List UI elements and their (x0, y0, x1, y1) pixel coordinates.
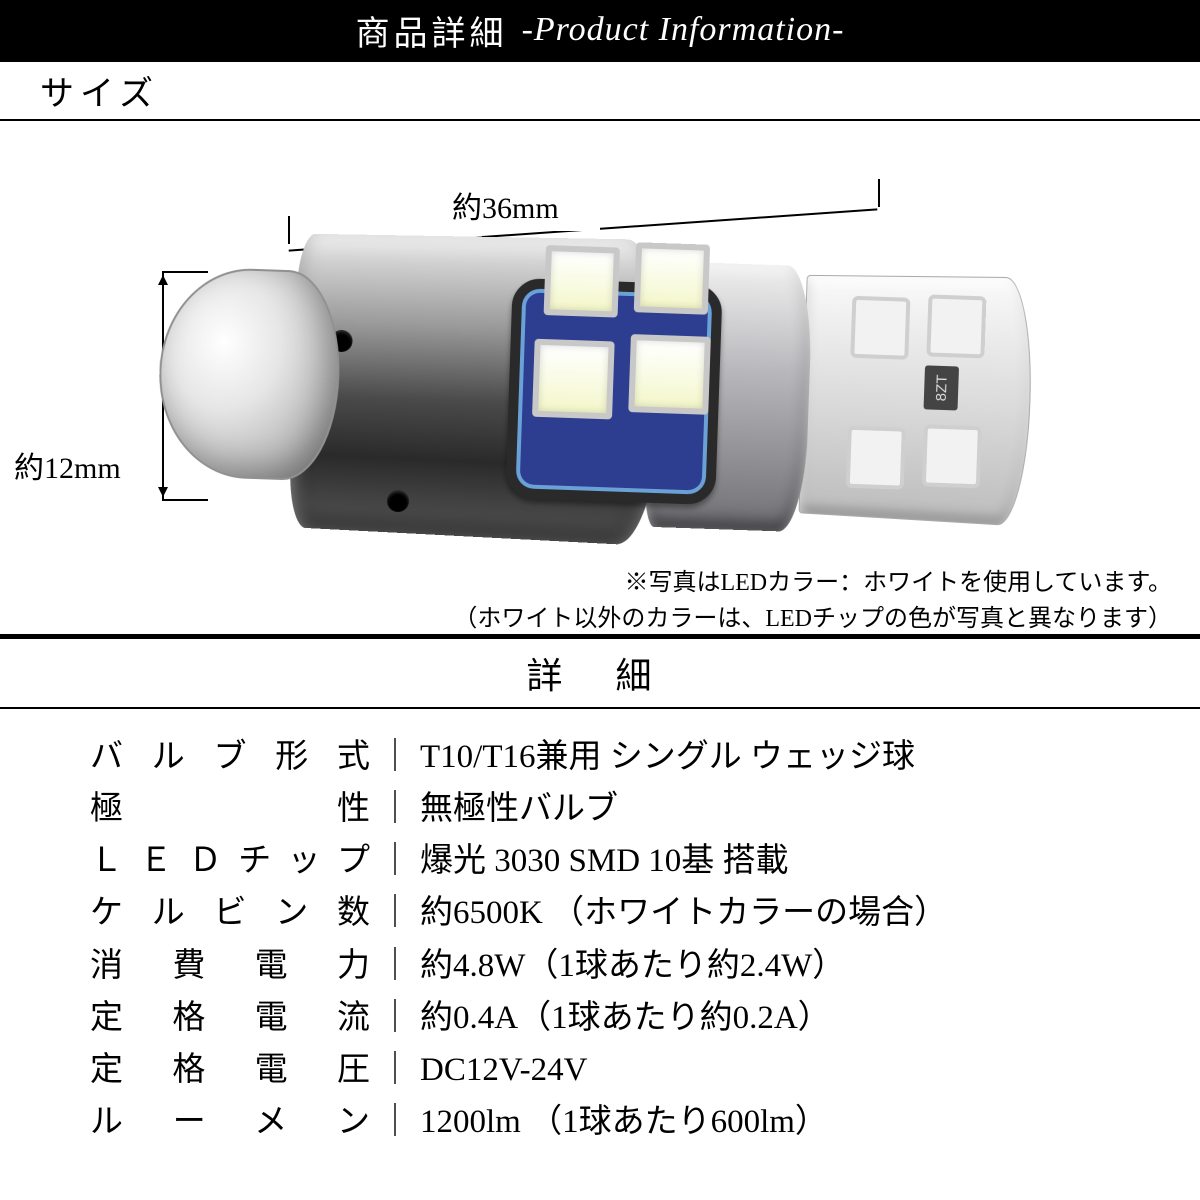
spec-label: ルーメン (90, 1096, 370, 1148)
spec-separator: ｜ (370, 887, 420, 939)
spec-row: 定格電圧｜DC12V-24V (90, 1044, 1150, 1096)
spec-label: ＬＥＤチップ (90, 835, 370, 887)
spec-label: 定格電流 (90, 992, 370, 1044)
base-contact (846, 426, 906, 490)
diameter-dimension: 約12mm (14, 443, 121, 487)
led-bulb-graphic: 8ZT (153, 146, 1046, 576)
spec-row: バルブ形式｜T10/T16兼用 シングル ウェッジ球 (90, 731, 1150, 783)
pcb-marking: 8ZT (924, 365, 960, 410)
spec-label: 極性 (90, 783, 370, 835)
spec-value: 無極性バルブ (420, 783, 1150, 835)
spec-value: DC12V-24V (420, 1044, 1150, 1096)
size-heading: サイズ (0, 62, 1200, 121)
header-jp: 商品詳細 (356, 6, 508, 55)
base-contact (926, 294, 986, 358)
spec-row: ＬＥＤチップ｜爆光 3030 SMD 10基 搭載 (90, 835, 1150, 887)
header-en: -Product Information- (522, 11, 845, 49)
spec-label: バルブ形式 (90, 731, 370, 783)
spec-value: 約4.8W（1球あたり約2.4W） (420, 940, 1150, 992)
smd-chip (544, 245, 620, 318)
spec-row: ケルビン数｜約6500K （ホワイトカラーの場合） (90, 887, 1150, 939)
smd-chip (634, 242, 710, 315)
spec-separator: ｜ (370, 1044, 420, 1096)
spec-separator: ｜ (370, 783, 420, 835)
spec-separator: ｜ (370, 1096, 420, 1148)
base-contact (922, 424, 982, 488)
spec-separator: ｜ (370, 992, 420, 1044)
spec-separator: ｜ (370, 835, 420, 887)
spec-value: 約0.4A（1球あたり約0.2A） (420, 992, 1150, 1044)
product-illustration: 約36mm 約12mm 8ZT (0, 121, 1200, 559)
base-contact (850, 296, 910, 360)
smd-chip (532, 339, 615, 420)
spec-label: 定格電圧 (90, 1044, 370, 1096)
spec-value: 爆光 3030 SMD 10基 搭載 (420, 835, 1150, 887)
size-section: サイズ 約36mm 約12mm 8ZT (0, 60, 1200, 636)
spec-value: 1200lm （1球あたり600lm） (420, 1096, 1150, 1148)
spec-value: 約6500K （ホワイトカラーの場合） (420, 887, 1150, 939)
spec-row: 消費電力｜約4.8W（1球あたり約2.4W） (90, 940, 1150, 992)
spec-separator: ｜ (370, 940, 420, 992)
spec-table: バルブ形式｜T10/T16兼用 シングル ウェッジ球極性｜無極性バルブＬＥＤチッ… (0, 709, 1200, 1148)
spec-row: 定格電流｜約0.4A（1球あたり約0.2A） (90, 992, 1150, 1044)
smd-chip (628, 334, 711, 415)
spec-separator: ｜ (370, 731, 420, 783)
projector-lens (156, 266, 343, 482)
header-bar: 商品詳細 -Product Information- (0, 0, 1200, 60)
caption-line-2: （ホワイト以外のカラーは、LEDチップの色が写真と異なります） (0, 601, 1172, 637)
spec-row: ルーメン｜1200lm （1球あたり600lm） (90, 1096, 1150, 1148)
spec-label: ケルビン数 (90, 887, 370, 939)
spec-value: T10/T16兼用 シングル ウェッジ球 (420, 731, 1150, 783)
wedge-base (798, 275, 1034, 527)
spec-label: 消費電力 (90, 940, 370, 992)
spec-row: 極性｜無極性バルブ (90, 783, 1150, 835)
